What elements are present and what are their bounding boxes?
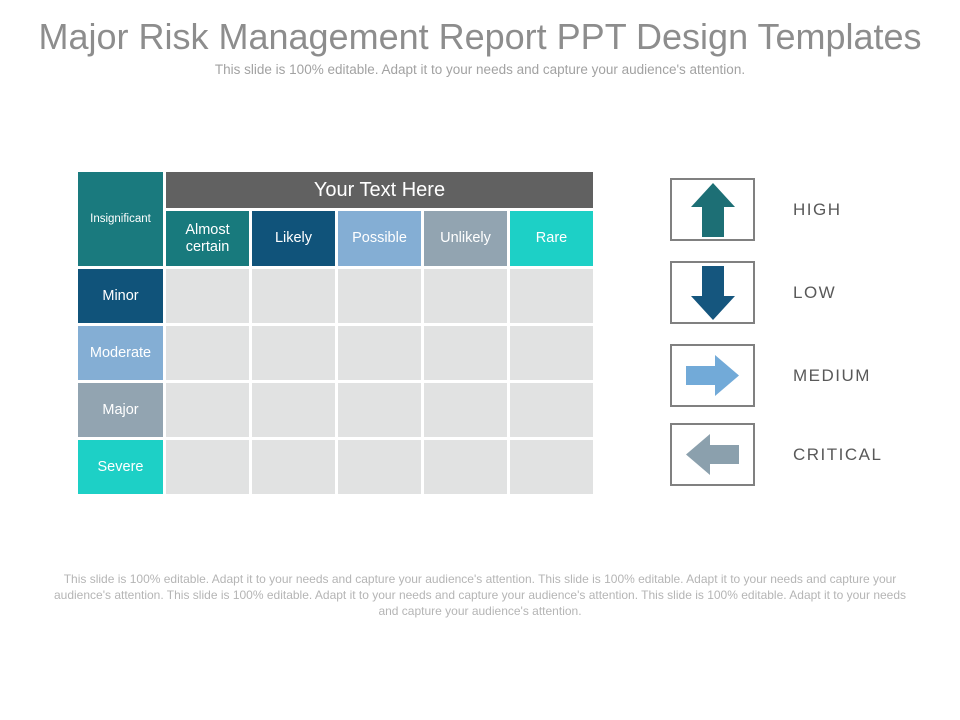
matrix-cell [510, 269, 593, 323]
risk-matrix: Insignificant Your Text Here Almost cert… [78, 172, 593, 494]
matrix-cell [252, 440, 335, 494]
legend-label-medium: MEDIUM [793, 365, 871, 385]
matrix-cell [338, 440, 421, 494]
legend-item-high: HIGH [670, 178, 842, 241]
matrix-cell [252, 383, 335, 437]
matrix-corner-cell: Insignificant [78, 172, 163, 266]
matrix-title-banner: Your Text Here [166, 172, 593, 208]
column-header-rare: Rare [510, 211, 593, 266]
column-header-unlikely: Unlikely [424, 211, 507, 266]
matrix-cell [510, 383, 593, 437]
legend-item-low: LOW [670, 261, 836, 324]
row-header-severe: Severe [78, 440, 163, 494]
row-header-major: Major [78, 383, 163, 437]
legend-item-medium: MEDIUM [670, 344, 871, 407]
column-header-almost-certain: Almost certain [166, 211, 249, 266]
matrix-cell [424, 440, 507, 494]
matrix-cell [166, 440, 249, 494]
arrow-down-icon [670, 261, 755, 324]
row-header-moderate: Moderate [78, 326, 163, 380]
matrix-cell [510, 440, 593, 494]
matrix-cell [252, 326, 335, 380]
matrix-cell [166, 383, 249, 437]
matrix-cell [424, 269, 507, 323]
matrix-cell [510, 326, 593, 380]
arrow-up-icon [670, 178, 755, 241]
column-header-possible: Possible [338, 211, 421, 266]
footer-placeholder-text: This slide is 100% editable. Adapt it to… [53, 572, 907, 618]
matrix-cell [338, 269, 421, 323]
arrow-left-icon [670, 423, 755, 486]
legend-label-low: LOW [793, 282, 837, 302]
row-header-minor: Minor [78, 269, 163, 323]
arrow-right-icon [670, 344, 755, 407]
legend-label-high: HIGH [793, 199, 842, 219]
page-title: Major Risk Management Report PPT Design … [38, 16, 922, 57]
matrix-cell [166, 269, 249, 323]
matrix-cell [252, 269, 335, 323]
matrix-cell [166, 326, 249, 380]
matrix-cell [338, 326, 421, 380]
page-subtitle: This slide is 100% editable. Adapt it to… [214, 62, 746, 77]
legend-label-critical: CRITICAL [793, 444, 883, 464]
matrix-cell [338, 383, 421, 437]
column-header-likely: Likely [252, 211, 335, 266]
matrix-cell [424, 383, 507, 437]
legend-item-critical: CRITICAL [670, 423, 882, 486]
matrix-cell [424, 326, 507, 380]
